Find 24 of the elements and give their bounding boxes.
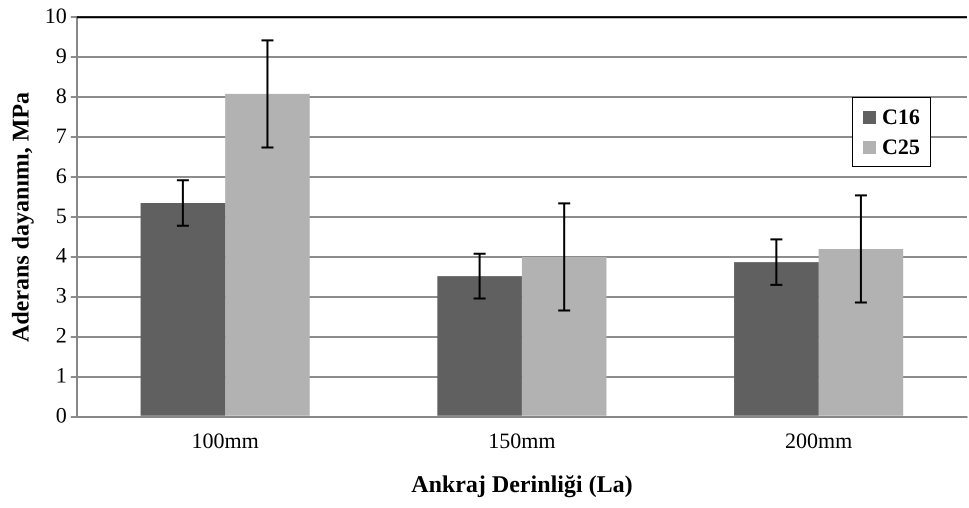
legend-label: C16 [882, 103, 920, 132]
legend-label: C25 [882, 133, 920, 162]
bar [437, 276, 522, 416]
y-tick-label: 1 [56, 362, 67, 388]
y-tick-label: 10 [44, 2, 67, 28]
y-tick-label: 8 [56, 82, 67, 108]
x-tick-label: 100mm [192, 428, 259, 453]
y-tick-label: 7 [56, 122, 67, 148]
bar [225, 94, 310, 416]
y-tick-label: 3 [56, 282, 67, 308]
bar [522, 256, 606, 416]
y-axis-title: Aderans dayanımı, MPa [8, 92, 35, 342]
y-tick-label: 0 [56, 402, 67, 428]
y-tick-label: 5 [56, 202, 67, 228]
x-axis-title: Ankraj Derinliği (La) [411, 472, 633, 498]
bar [734, 262, 819, 416]
bar [140, 203, 226, 416]
y-tick-label: 9 [56, 42, 67, 68]
y-tick-label: 6 [56, 162, 67, 188]
x-tick-label: 150mm [488, 428, 556, 453]
y-tick-label: 2 [56, 322, 67, 348]
bar [818, 248, 904, 416]
x-tick-label: 200mm [785, 428, 852, 453]
y-tick-label: 4 [56, 242, 67, 268]
